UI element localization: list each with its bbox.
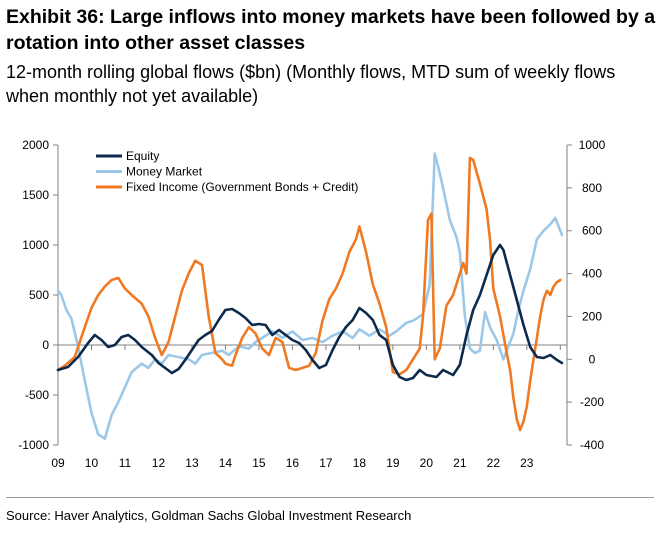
left-tick-label: -1000 xyxy=(18,438,49,452)
series-line-equity xyxy=(56,243,564,382)
source-divider xyxy=(6,497,654,498)
left-tick-label: 1500 xyxy=(22,188,49,202)
legend-label: Fixed Income (Government Bonds + Credit) xyxy=(126,180,358,194)
chart-series-lines xyxy=(56,152,564,440)
x-tick-label: 11 xyxy=(119,456,132,470)
legend-label: Equity xyxy=(126,149,159,163)
legend-label: Money Market xyxy=(126,165,203,179)
x-tick-label: 18 xyxy=(353,456,367,470)
x-tick-label: 22 xyxy=(487,456,501,470)
x-tick-label: 12 xyxy=(152,456,166,470)
right-tick-label: -200 xyxy=(580,395,604,409)
x-tick-label: 10 xyxy=(85,456,99,470)
x-tick-label: 20 xyxy=(420,456,434,470)
right-tick-label: -400 xyxy=(580,438,604,452)
x-tick-label: 14 xyxy=(219,456,233,470)
right-tick-label: 600 xyxy=(582,224,602,238)
x-tick-label: 15 xyxy=(252,456,266,470)
right-tick-label: 200 xyxy=(582,309,602,323)
x-tick-label: 23 xyxy=(520,456,534,470)
x-tick-label: 13 xyxy=(185,456,199,470)
line-chart: 2000150010005000-500-1000100080060040020… xyxy=(18,138,605,470)
x-tick-label: 21 xyxy=(453,456,467,470)
right-tick-label: 1000 xyxy=(579,138,606,152)
x-tick-label: 19 xyxy=(386,456,400,470)
right-tick-label: 400 xyxy=(582,267,602,281)
series-line-fixed-income-government-bonds-credit xyxy=(56,156,562,432)
left-tick-label: 2000 xyxy=(22,138,49,152)
left-tick-label: 500 xyxy=(29,288,49,302)
chart-axes: 2000150010005000-500-1000100080060040020… xyxy=(18,138,605,470)
left-tick-label: 1000 xyxy=(22,238,49,252)
x-tick-label: 16 xyxy=(286,456,300,470)
series-line-money-market xyxy=(56,152,564,440)
source-note: Source: Haver Analytics, Goldman Sachs G… xyxy=(6,508,412,523)
left-tick-label: -500 xyxy=(25,388,49,402)
chart-title: Exhibit 36: Large inflows into money mar… xyxy=(6,6,656,54)
right-tick-label: 800 xyxy=(582,181,602,195)
chart-subtitle: 12-month rolling global flows ($bn) (Mon… xyxy=(6,62,616,106)
left-tick-label: 0 xyxy=(42,338,49,352)
x-tick-label: 09 xyxy=(51,456,65,470)
x-tick-label: 17 xyxy=(319,456,333,470)
right-tick-label: 0 xyxy=(589,352,596,366)
